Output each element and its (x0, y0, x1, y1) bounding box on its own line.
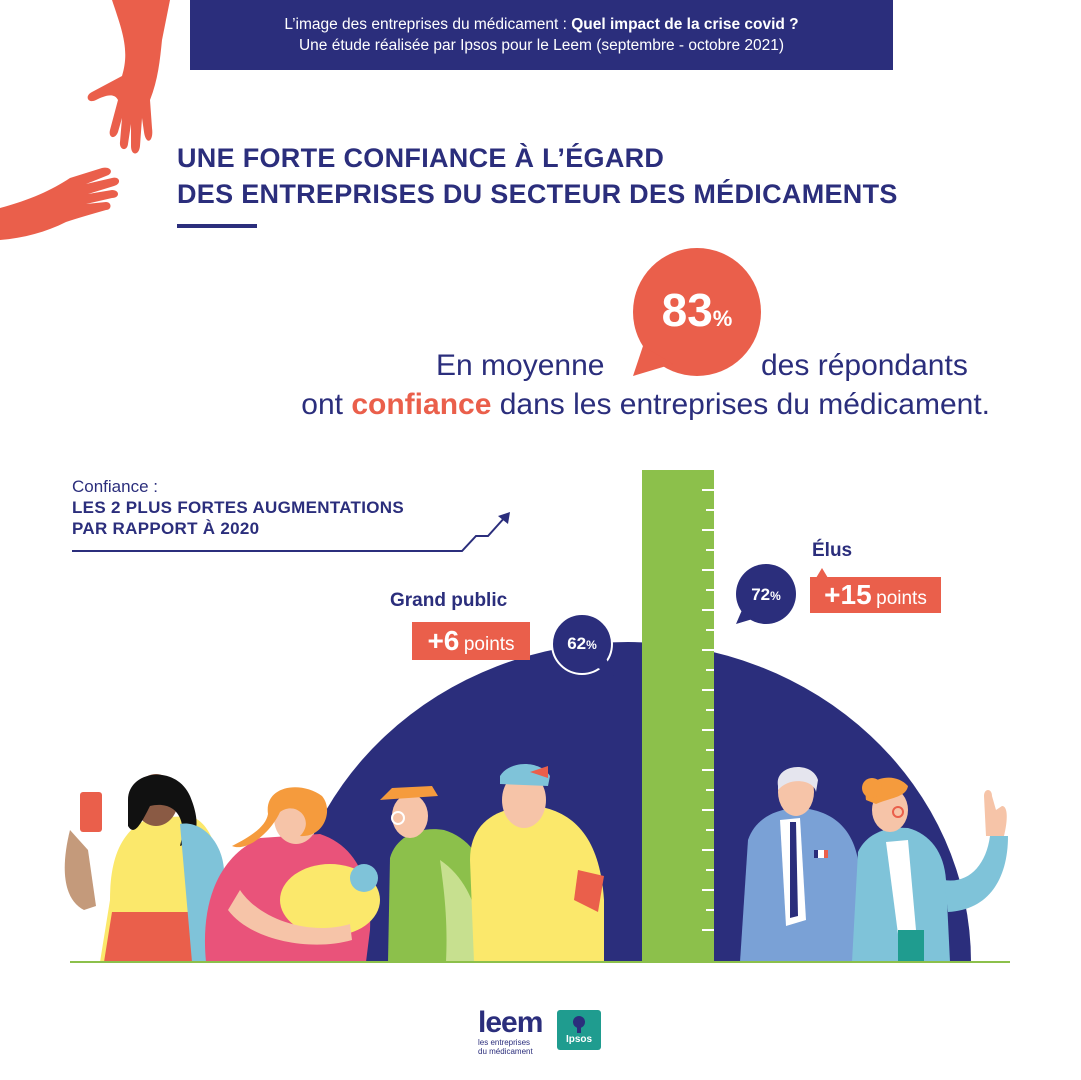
ground-line (70, 961, 1010, 963)
value-unit-elus: % (770, 589, 781, 603)
ruler-gauge (642, 470, 714, 963)
headline-emphasis: confiance (351, 388, 492, 421)
value-elus: 72% (736, 585, 796, 605)
top-hand-icon (87, 0, 170, 154)
banner-line-1-bold: Quel impact de la crise covid ? (571, 16, 799, 33)
page-title-line-1: UNE FORTE CONFIANCE À L’ÉGARD (177, 143, 665, 173)
person-elderly-man (380, 786, 490, 962)
ipsos-logo-word: Ipsos (565, 1034, 593, 1045)
hands-illustration (0, 0, 170, 240)
person-elected-woman (852, 777, 1008, 962)
delta-badge-grand-public: +6 points (412, 622, 530, 660)
increase-caption-line-1: LES 2 PLUS FORTES AUGMENTATIONS (72, 498, 405, 517)
group-label-grand-public: Grand public (390, 590, 508, 611)
ipsos-logo: Ipsos (557, 1010, 601, 1050)
headline-pre: En moyenne (436, 349, 605, 382)
page-title: UNE FORTE CONFIANCE À L’ÉGARD DES ENTREP… (177, 140, 898, 212)
value-grand-public: 62% (552, 634, 612, 654)
headline-line-2-post: dans les entreprises du médicament. (499, 388, 990, 421)
speech-bubble-83 (633, 248, 761, 376)
person-young-man-cap (470, 764, 604, 962)
ipsos-mark-icon (573, 1016, 585, 1033)
leem-logo-sub-1: les entreprises (478, 1038, 531, 1047)
banner-line-1-text: L’image des entreprises du médicament : (284, 16, 572, 33)
increase-caption-line-2: PAR RAPPORT À 2020 (72, 519, 260, 538)
delta-value-elus: +15 (824, 579, 872, 610)
headline-post: des répondants (761, 349, 968, 382)
headline-line-2: ont confiance dans les entreprises du mé… (0, 386, 990, 424)
headline-line-2-pre: ont (301, 388, 343, 421)
increase-label: Confiance : (72, 477, 158, 496)
leem-logo-word: leem (478, 1006, 543, 1039)
person-woman-phone (64, 774, 224, 962)
headline-value: 83% (637, 284, 757, 345)
leem-logo-sub-2: du médicament (478, 1047, 533, 1056)
headline-unit: % (712, 306, 733, 331)
badge-pointer-elus (816, 568, 828, 578)
headline-number: 83 (661, 284, 713, 336)
value-unit-grand-public: % (586, 638, 597, 652)
delta-badge-elus: +15 points (810, 577, 941, 613)
bottom-hand-icon (0, 167, 120, 240)
delta-value-grand-public: +6 (427, 625, 460, 656)
delta-unit-elus: points (876, 588, 927, 609)
leem-logo: leem les entreprises du médicament (478, 1006, 543, 1057)
trend-arrow-icon (72, 512, 510, 552)
banner-line-2: Une étude réalisée par Ipsos pour le Lee… (298, 37, 785, 54)
increase-caption: LES 2 PLUS FORTES AUGMENTATIONS PAR RAPP… (72, 497, 404, 539)
value-bubble-elus (736, 564, 796, 624)
person-mother-baby (204, 787, 380, 962)
header-banner: L’image des entreprises du médicament : … (190, 0, 893, 70)
delta-unit-grand-public: points (463, 634, 515, 655)
value-number-elus: 72 (751, 585, 771, 604)
banner-line-1: L’image des entreprises du médicament : … (190, 14, 893, 35)
value-number-grand-public: 62 (567, 634, 587, 653)
title-underline (177, 224, 257, 228)
page-title-line-2: DES ENTREPRISES DU SECTEUR DES MÉDICAMEN… (177, 179, 898, 209)
group-label-elus: Élus (812, 540, 853, 561)
person-elected-man (740, 767, 868, 962)
value-bubble-grand-public (551, 613, 614, 676)
